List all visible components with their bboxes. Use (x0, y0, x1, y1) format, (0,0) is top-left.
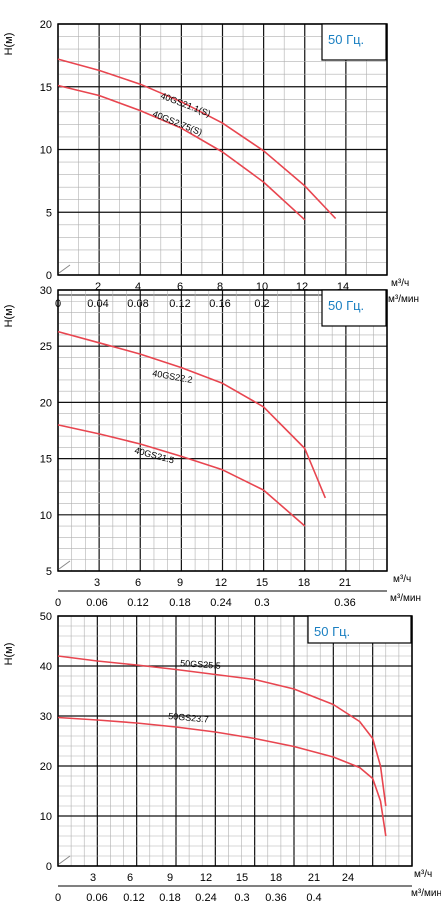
y-axis-label: H(м) (3, 643, 15, 666)
x-tick-label-flow-m3h: 21 (339, 577, 351, 589)
curve-label: 50GS23.7 (168, 711, 209, 724)
x-unit-bottom: м³/мин (388, 294, 419, 305)
frequency-badge (321, 289, 387, 327)
x-tick-label-flow-m3min: 0.24 (210, 597, 231, 609)
y-tick-label: 10 (40, 145, 52, 157)
plot-frame (57, 615, 413, 867)
x-tick-label-flow-m3min: 0.08 (127, 298, 148, 310)
origin-mark (58, 264, 71, 274)
x-tick-label-flow-m3h: 15 (236, 872, 248, 884)
x-tick-label-flow-m3h: 12 (296, 281, 308, 293)
x-tick-label-flow-m3h: 12 (200, 872, 212, 884)
plot-frame (57, 23, 388, 276)
y-tick-label: 15 (40, 454, 52, 466)
x-tick-label-flow-m3h: 2 (95, 281, 101, 293)
y-tick-label: 5 (46, 207, 52, 219)
curve-50GS25.5 (57, 655, 387, 807)
chart-panel-2: 5 10 15 20 25 30 H(м) 3 6 9 12 15 18 21 м³/ч 0 0.06 0.12 0… (3, 285, 421, 609)
x-tick-label-flow-m3h: 10 (256, 281, 268, 293)
y-tick-label: 15 (40, 82, 52, 94)
x-tick-label-flow-m3h: 4 (135, 281, 141, 293)
x-tick-label-flow-m3min: 0.12 (123, 892, 144, 904)
x-tick-label-flow-m3min: 0.06 (86, 597, 107, 609)
x-tick-label-flow-m3h: 18 (270, 872, 282, 884)
y-tick-label: 50 (40, 611, 52, 623)
x-tick-label-flow-m3h: 6 (177, 281, 183, 293)
x-tick-label-flow-m3min: 0.36 (334, 597, 355, 609)
x-tick-label-flow-m3min: 0.18 (159, 892, 180, 904)
x-tick-label-flow-m3min: 0.16 (209, 298, 230, 310)
x-tick-label-flow-m3min: 0.24 (195, 892, 216, 904)
x-tick-label-flow-m3h: 3 (90, 872, 96, 884)
y-tick-label: 0 (46, 861, 52, 873)
x-tick-label-flow-m3min: 0.04 (87, 298, 108, 310)
y-tick-label: 40 (40, 661, 52, 673)
x-tick-label-flow-m3h: 9 (167, 872, 173, 884)
curve-50GS23.7 (57, 716, 387, 837)
curve-40GS21.5 (57, 424, 306, 527)
x-tick-label-flow-m3min: 0.2 (254, 298, 269, 310)
x-tick-label-flow-m3min: 0.36 (265, 892, 286, 904)
y-axis-label: H(м) (3, 305, 15, 328)
x-tick-label-flow-m3h: 15 (256, 577, 268, 589)
x-tick-label-flow-m3min: 0.12 (169, 298, 190, 310)
x-unit-top: м³/ч (393, 574, 411, 585)
x-tick-label-flow-m3h: 9 (177, 577, 183, 589)
curve-40GS22.2 (57, 330, 327, 499)
x-tick-label-flow-m3min: 0.18 (169, 597, 190, 609)
y-tick-label: 20 (40, 761, 52, 773)
y-tick-label: 10 (40, 811, 52, 823)
curve-label: 40GS22.2 (152, 368, 194, 385)
frequency-badge-text: 50 Гц. (314, 624, 350, 639)
x-tick-label-flow-m3min: 0 (55, 597, 61, 609)
x-tick-label-flow-m3min: 0.3 (234, 892, 249, 904)
plot-frame (57, 289, 388, 572)
x-unit-bottom: м³/мин (411, 888, 441, 899)
y-tick-label: 30 (40, 285, 52, 297)
x-tick-label-flow-m3min: 0 (55, 892, 61, 904)
y-tick-label: 10 (40, 510, 52, 522)
x-tick-label-flow-m3h: 6 (127, 872, 133, 884)
frequency-badge-text: 50 Гц. (328, 298, 364, 313)
x-unit-top: м³/ч (414, 869, 432, 880)
curve-40GS21.1(S) (57, 58, 337, 220)
curve-label: 50GS25.5 (180, 658, 221, 671)
x-tick-label-flow-m3min: 0.4 (306, 892, 321, 904)
frequency-badge-text: 50 Гц. (328, 32, 364, 47)
x-tick-label-flow-m3h: 21 (308, 872, 320, 884)
x-tick-label-flow-m3h: 12 (215, 577, 227, 589)
x-tick-label-flow-m3min: 0.12 (127, 597, 148, 609)
frequency-badge (307, 615, 412, 644)
y-tick-label: 5 (46, 566, 52, 578)
y-tick-label: 20 (40, 397, 52, 409)
y-axis-label: H(м) (3, 33, 15, 56)
x-tick-label-flow-m3h: 18 (298, 577, 310, 589)
frequency-badge (321, 23, 387, 61)
origin-mark (58, 855, 71, 865)
y-tick-label: 30 (40, 711, 52, 723)
y-tick-label: 20 (40, 19, 52, 31)
curve-40GS2.75(S) (57, 84, 306, 221)
x-unit-top: м³/ч (391, 278, 409, 289)
x-tick-label-flow-m3min: 0.06 (86, 892, 107, 904)
origin-mark (58, 560, 71, 570)
x-tick-label-flow-m3min: 0.3 (254, 597, 269, 609)
x-tick-label-flow-m3h: 6 (135, 577, 141, 589)
chart-panel-1: 05101520H(м)2468101214м³/ч00.040.080.120… (3, 19, 419, 310)
x-tick-label-flow-m3h: 8 (217, 281, 223, 293)
y-tick-label: 25 (40, 341, 52, 353)
chart-panel-3: 0 10 20 30 40 50 H(м) 3 6 9 12 15 18 21 24 м³/ч 0 0.06 0.1… (3, 611, 441, 904)
x-unit-bottom: м³/мин (390, 593, 421, 604)
y-tick-label: 0 (46, 270, 52, 282)
x-tick-label-flow-m3h: 24 (342, 872, 354, 884)
x-tick-label-flow-m3h: 3 (94, 577, 100, 589)
